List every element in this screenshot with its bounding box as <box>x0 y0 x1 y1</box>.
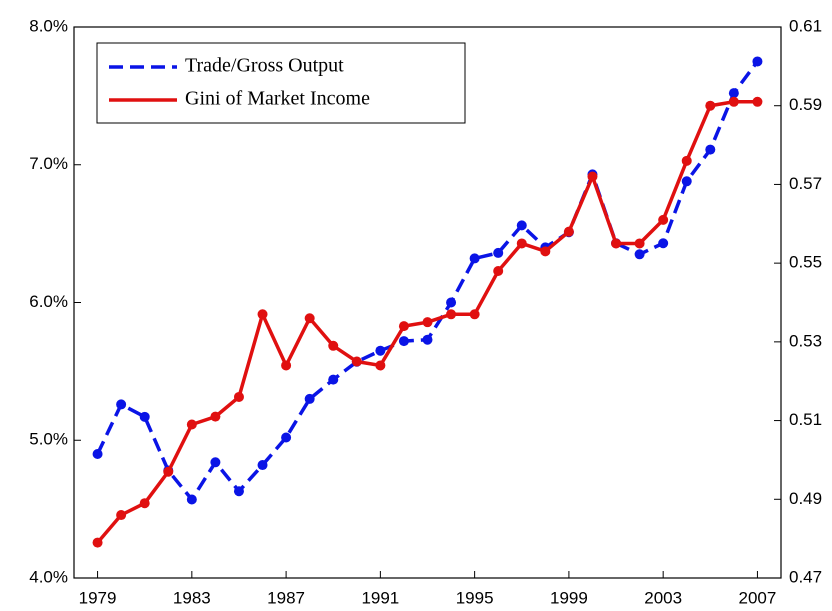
data-point <box>116 510 127 521</box>
data-point <box>422 334 433 345</box>
data-point <box>281 360 292 371</box>
data-point <box>233 486 244 497</box>
data-point <box>304 313 315 324</box>
y2-tick-label: 0.51 <box>789 410 822 429</box>
data-point <box>304 393 315 404</box>
data-point <box>540 246 551 257</box>
data-point <box>163 466 174 477</box>
data-point <box>186 494 197 505</box>
data-point <box>139 411 150 422</box>
y2-tick-label: 0.53 <box>789 331 822 350</box>
data-point <box>728 96 739 107</box>
y2-tick-label: 0.55 <box>789 253 822 272</box>
data-point <box>351 356 362 367</box>
data-point <box>752 56 763 67</box>
legend-label: Trade/Gross Output <box>185 55 344 77</box>
data-point <box>752 96 763 107</box>
data-point <box>681 155 692 166</box>
data-point <box>446 297 457 308</box>
data-point <box>563 226 574 237</box>
x-tick-label: 1987 <box>267 588 305 607</box>
data-point <box>398 321 409 332</box>
y-tick-label: 4.0% <box>29 567 68 586</box>
data-point <box>92 537 103 548</box>
data-point <box>375 345 386 356</box>
y-tick-label: 8.0% <box>29 16 68 35</box>
data-point <box>705 100 716 111</box>
data-point <box>658 238 669 249</box>
data-point <box>116 399 127 410</box>
data-point <box>728 88 739 99</box>
data-point <box>281 432 292 443</box>
data-point <box>469 253 480 264</box>
data-point <box>611 238 622 249</box>
legend-box <box>96 42 466 124</box>
x-tick-label: 2007 <box>739 588 777 607</box>
data-point <box>493 266 504 277</box>
data-point <box>634 249 645 260</box>
series-line <box>95 60 759 503</box>
x-tick-label: 1995 <box>456 588 494 607</box>
y2-tick-label: 0.49 <box>789 489 822 508</box>
data-point <box>328 374 339 385</box>
data-point <box>658 214 669 225</box>
y-tick-label: 5.0% <box>29 430 68 449</box>
y2-tick-label: 0.59 <box>789 95 822 114</box>
data-point <box>516 220 527 231</box>
data-point <box>210 457 221 468</box>
data-point <box>446 309 457 320</box>
data-point <box>233 391 244 402</box>
data-point <box>186 419 197 430</box>
data-point <box>422 317 433 328</box>
data-point <box>705 144 716 155</box>
data-point <box>398 336 409 347</box>
data-point <box>516 238 527 249</box>
y2-tick-label: 0.61 <box>789 16 822 35</box>
y2-tick-label: 0.47 <box>789 567 822 586</box>
data-point <box>257 309 268 320</box>
data-point <box>328 340 339 351</box>
data-point <box>634 238 645 249</box>
data-point <box>92 449 103 460</box>
y-tick-label: 7.0% <box>29 154 68 173</box>
data-point <box>469 309 480 320</box>
y2-tick-label: 0.57 <box>789 174 822 193</box>
y-tick-label: 6.0% <box>29 292 68 311</box>
x-tick-label: 2003 <box>644 588 682 607</box>
data-point <box>681 176 692 187</box>
data-point <box>493 247 504 258</box>
data-point <box>375 360 386 371</box>
x-tick-label: 1991 <box>361 588 399 607</box>
data-point <box>587 171 598 182</box>
x-tick-label: 1999 <box>550 588 588 607</box>
x-tick-label: 1983 <box>173 588 211 607</box>
x-tick-label: 1979 <box>79 588 117 607</box>
data-point <box>257 460 268 471</box>
legend-label: Gini of Market Income <box>185 88 370 110</box>
data-point <box>139 498 150 509</box>
data-point <box>210 411 221 422</box>
